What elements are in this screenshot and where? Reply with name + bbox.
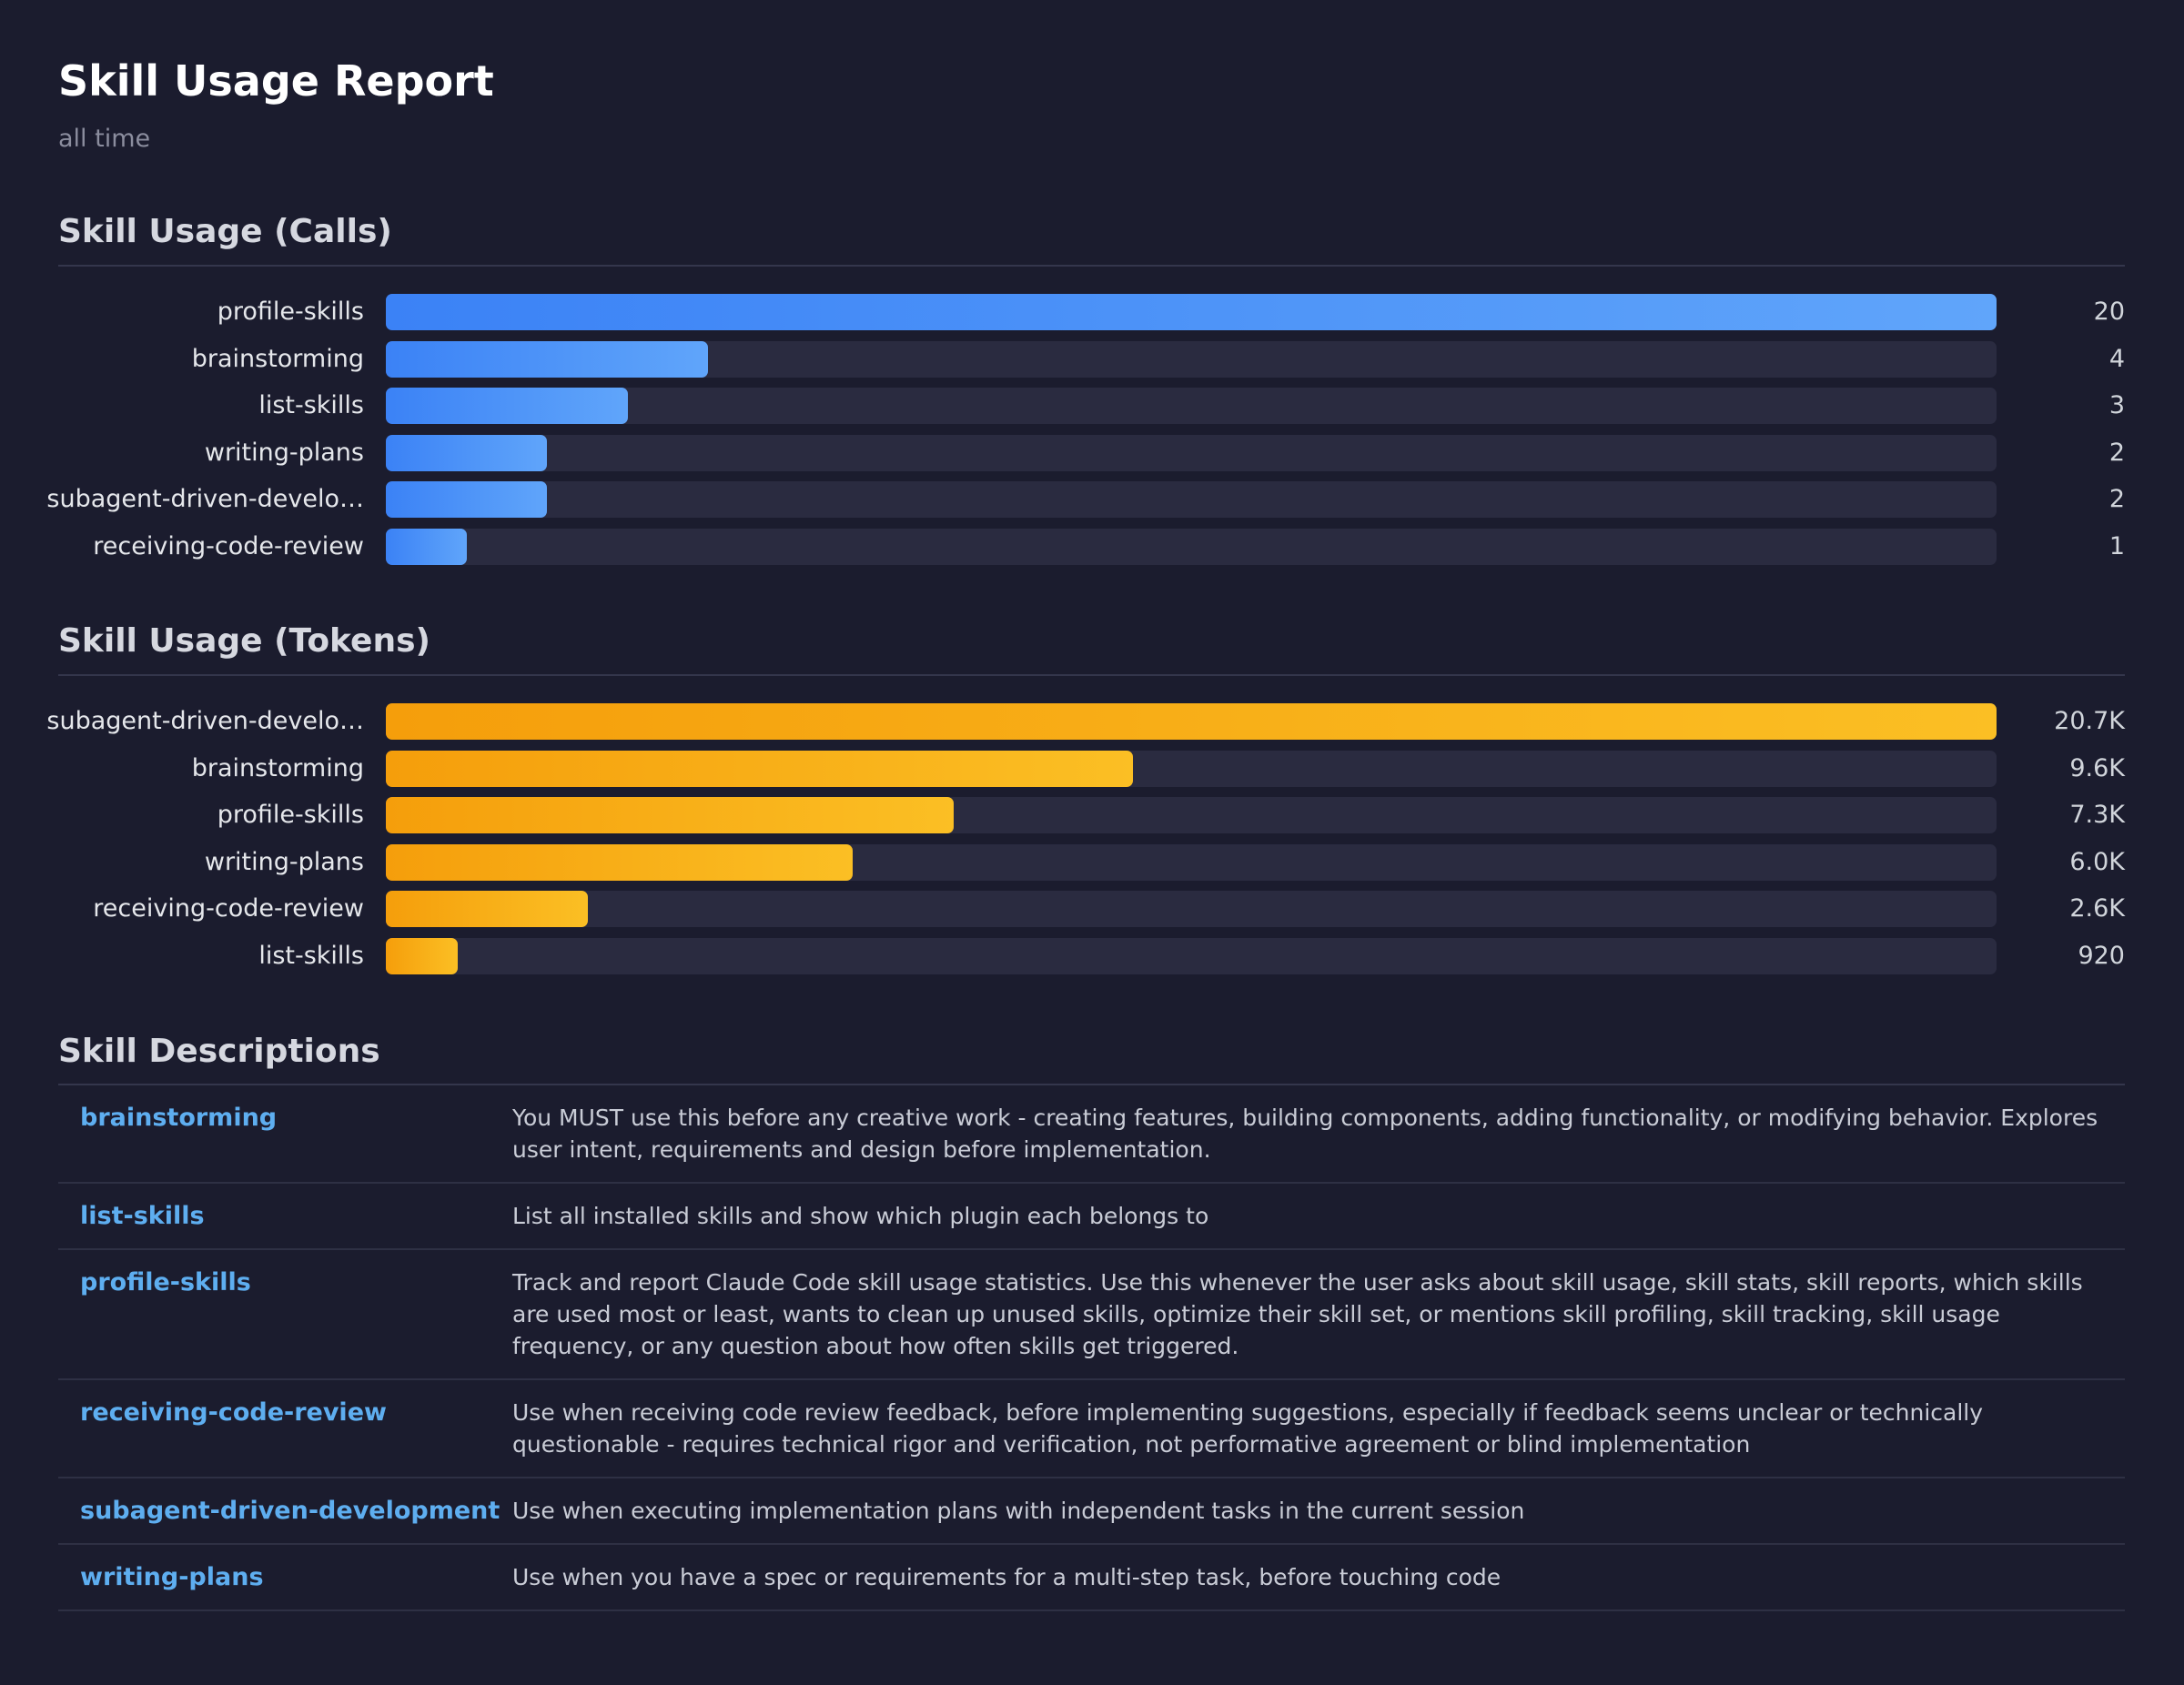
skill-description: List all installed skills and show which… (512, 1183, 2125, 1250)
value-label: 7.3K (2069, 801, 2125, 829)
value-label: 3 (2108, 391, 2125, 419)
report-subtitle: all time (58, 125, 151, 153)
bar (386, 294, 1997, 330)
category-label: brainstorming (191, 344, 364, 373)
skill-description: Track and report Claude Code skill usage… (512, 1249, 2125, 1380)
divider (58, 674, 2125, 676)
bar (386, 797, 955, 833)
bar (386, 891, 589, 927)
description-row: profile-skills Track and report Claude Co… (58, 1249, 2125, 1380)
value-label: 4 (2108, 344, 2125, 373)
value-label: 20.7K (2054, 707, 2125, 735)
value-label: 6.0K (2069, 847, 2125, 876)
value-label: 20 (2093, 298, 2125, 326)
category-label: subagent-driven-develo… (46, 707, 364, 735)
category-label: receiving-code-review (93, 531, 364, 560)
description-row: list-skills List all installed skills and… (58, 1183, 2125, 1250)
value-label: 920 (2078, 941, 2125, 970)
skill-name: profile-skills (58, 1249, 512, 1380)
category-label: list-skills (258, 391, 364, 419)
description-row: receiving-code-review Use when receiving … (58, 1379, 2125, 1478)
skill-description: You MUST use this before any creative wo… (512, 1085, 2125, 1184)
category-label: profile-skills (217, 298, 364, 326)
skill-name: writing-plans (58, 1544, 512, 1611)
description-row: writing-plans Use when you have a spec or… (58, 1544, 2125, 1611)
bar-track (386, 388, 1997, 424)
bar-track (386, 937, 1997, 974)
bar (386, 481, 547, 518)
section-title: Skill Usage (Calls) (58, 213, 392, 250)
divider (58, 265, 2125, 267)
bar (386, 750, 1133, 787)
category-label: brainstorming (191, 753, 364, 782)
bar (386, 703, 1997, 740)
skill-name: receiving-code-review (58, 1379, 512, 1478)
bar (386, 434, 547, 471)
category-label: profile-skills (217, 801, 364, 829)
divider (58, 1084, 2125, 1085)
bar (386, 340, 708, 378)
category-label: list-skills (258, 941, 364, 970)
bar-track (386, 434, 1997, 471)
skill-name: list-skills (58, 1183, 512, 1250)
skill-description: Use when executing implementation plans … (512, 1478, 2125, 1545)
value-label: 2 (2108, 485, 2125, 513)
description-row: brainstorming You MUST use this before an… (58, 1085, 2125, 1184)
section-title: Skill Usage (Tokens) (58, 622, 430, 660)
bar-track (386, 528, 1997, 565)
skill-description: Use when you have a spec or requirements… (512, 1544, 2125, 1611)
bar (386, 528, 467, 565)
bar (386, 388, 628, 424)
report-title: Skill Usage Report (58, 56, 494, 106)
skill-name: brainstorming (58, 1085, 512, 1184)
description-row: subagent-driven-development Use when exec… (58, 1478, 2125, 1545)
section-title: Skill Descriptions (58, 1033, 380, 1070)
value-label: 2 (2108, 438, 2125, 467)
value-label: 9.6K (2069, 753, 2125, 782)
bar-track (386, 481, 1997, 518)
bar (386, 843, 854, 881)
value-label: 2.6K (2069, 894, 2125, 923)
value-label: 1 (2108, 531, 2125, 560)
skill-description: Use when receiving code review feedback,… (512, 1379, 2125, 1478)
skill-name: subagent-driven-development (58, 1478, 512, 1545)
bar-track (386, 891, 1997, 927)
category-label: subagent-driven-develo… (46, 485, 364, 513)
category-label: writing-plans (204, 438, 364, 467)
descriptions-table: brainstorming You MUST use this before an… (58, 1085, 2125, 1611)
bar (386, 937, 458, 974)
category-label: receiving-code-review (93, 894, 364, 923)
category-label: writing-plans (204, 847, 364, 876)
